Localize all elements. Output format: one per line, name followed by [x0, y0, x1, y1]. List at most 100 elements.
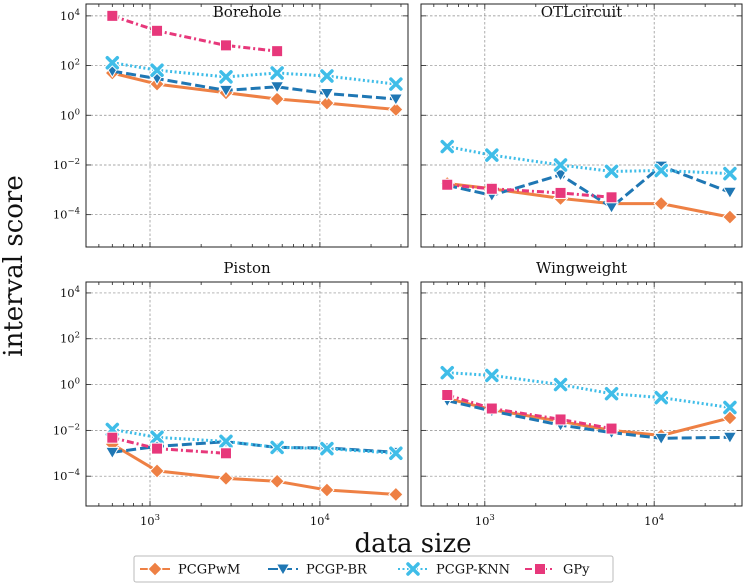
legend-item: PCGP-BR — [268, 563, 368, 578]
legend-item: PCGPwM — [140, 561, 240, 578]
series-line — [446, 399, 730, 440]
series-line — [112, 427, 397, 455]
panel-frame — [85, 3, 409, 248]
data-point — [484, 367, 500, 384]
panel-borehole: Borehole 10−4 10−2 100 102 104 — [53, 3, 409, 248]
series-pcgp-knn — [439, 364, 738, 416]
panel-frame — [85, 281, 409, 507]
series-gpy — [106, 431, 232, 460]
data-point — [603, 163, 620, 180]
tick-marks — [86, 4, 408, 247]
panel-piston: Piston 10−4 10−2 100 102 104 103 104 — [53, 259, 409, 528]
y-tick-label: 100 — [60, 377, 80, 392]
legend-item: PCGP-KNN — [398, 561, 510, 578]
panel-frame — [420, 3, 743, 248]
panel-title: OTLcircuit — [541, 3, 623, 21]
data-point — [552, 157, 569, 173]
series-gpy — [441, 389, 618, 435]
data-point — [106, 431, 119, 444]
tick-marks — [86, 282, 408, 506]
data-point — [271, 45, 284, 58]
data-point — [319, 88, 335, 101]
data-point — [218, 470, 234, 487]
panel-title: Borehole — [213, 3, 282, 21]
y-tick-label: 10−4 — [53, 207, 80, 222]
series-line — [446, 145, 730, 176]
x-tick-label: 104 — [644, 513, 664, 528]
y-axis-label: interval score — [0, 175, 29, 356]
series-gpy — [441, 178, 618, 204]
tick-marks — [421, 282, 742, 506]
legend-label: GPy — [563, 563, 590, 578]
data-point — [218, 84, 234, 98]
series-line — [446, 164, 731, 209]
series-line — [112, 440, 396, 454]
series-line — [447, 371, 731, 409]
data-point — [552, 376, 569, 393]
data-point — [149, 429, 165, 446]
data-point — [219, 39, 232, 52]
x-tick-label: 103 — [475, 513, 495, 528]
series-line — [111, 442, 396, 496]
data-point — [269, 65, 285, 81]
legend-label: PCGP-BR — [306, 563, 368, 578]
panel-wingweight: Wingweight 103 104 — [420, 259, 743, 528]
data-point — [149, 62, 165, 78]
data-point — [104, 54, 121, 71]
data-point — [604, 201, 619, 215]
y-tick-label: 10−2 — [53, 157, 80, 172]
series-line — [112, 69, 397, 101]
y-tick-label: 104 — [60, 8, 80, 23]
data-point — [441, 178, 454, 191]
data-point — [269, 439, 285, 456]
series-pcgp-knn — [439, 138, 738, 182]
x-axis-label: data size — [354, 529, 471, 559]
y-tick-label: 104 — [60, 285, 80, 300]
data-point — [653, 162, 669, 179]
y-tick-label: 10−2 — [53, 422, 80, 437]
data-point — [149, 463, 165, 479]
data-point — [553, 169, 568, 182]
data-point — [269, 473, 285, 489]
y-tick-label: 10−4 — [53, 468, 80, 483]
data-point — [485, 402, 498, 415]
panel-title: Wingweight — [536, 259, 627, 277]
data-point — [319, 95, 335, 111]
data-point — [388, 101, 404, 118]
data-point — [151, 442, 164, 455]
data-point — [722, 431, 738, 445]
data-point — [219, 447, 232, 460]
data-point — [605, 191, 618, 204]
data-point — [554, 186, 567, 199]
data-point — [106, 9, 119, 22]
data-point — [722, 165, 738, 182]
data-point — [439, 138, 455, 155]
data-point — [485, 182, 498, 195]
data-point — [269, 91, 285, 107]
legend-item: GPy — [525, 563, 590, 578]
y-tick-label: 102 — [60, 58, 80, 73]
series-pcgp-knn — [104, 54, 404, 92]
legend-swatch-marker — [275, 563, 291, 576]
series-line — [447, 183, 612, 199]
data-point — [722, 209, 738, 225]
legend-frame — [133, 555, 614, 583]
data-point — [441, 389, 454, 402]
y-tick-label: 100 — [60, 107, 80, 122]
legend-label: PCGP-KNN — [436, 563, 510, 578]
series-line — [446, 393, 612, 431]
data-point — [319, 440, 335, 457]
data-point — [104, 446, 120, 460]
series-line — [111, 14, 278, 53]
data-point — [484, 147, 500, 163]
data-point — [388, 93, 404, 107]
y-tick-label: 102 — [60, 331, 80, 346]
data-point — [218, 69, 234, 85]
data-point — [319, 68, 335, 84]
x-tick-label: 103 — [140, 513, 160, 528]
data-point — [722, 399, 738, 416]
data-point — [603, 385, 620, 402]
legend-swatch-marker — [405, 561, 421, 577]
data-point — [218, 433, 234, 450]
